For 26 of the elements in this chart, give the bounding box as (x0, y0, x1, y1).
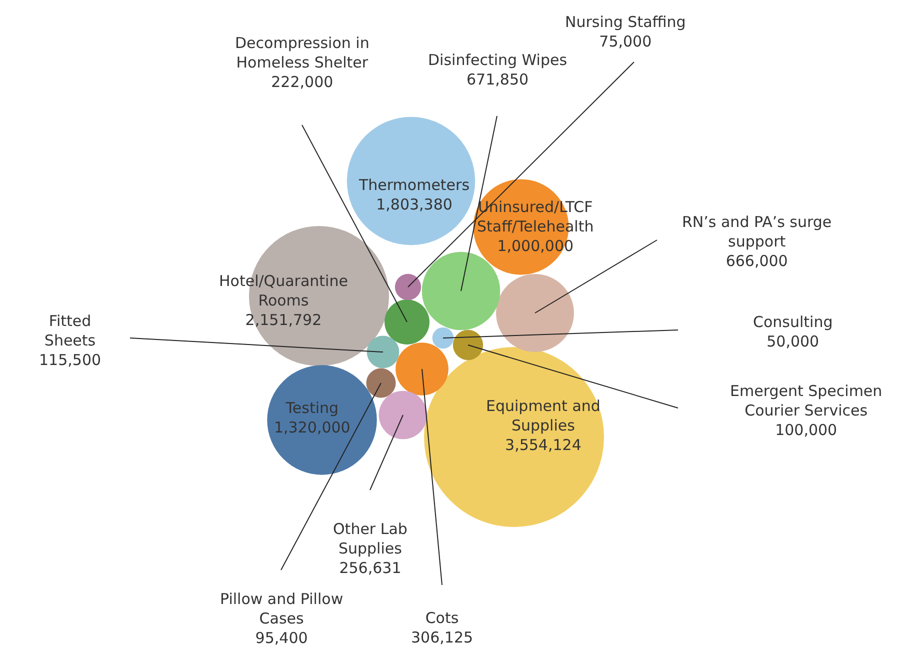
data-label: 222,000 (271, 73, 334, 91)
category-label: Consulting (753, 313, 833, 331)
data-label: 256,631 (339, 559, 402, 577)
category-label: Decompression in Homeless Shelter (235, 34, 370, 72)
data-label: 306,125 (411, 628, 474, 646)
data-label: 1,320,000 (274, 418, 350, 436)
data-label: 75,000 (599, 32, 652, 50)
category-label: Thermometers (358, 176, 470, 194)
data-label: 115,500 (39, 351, 102, 369)
category-label: Other Lab Supplies (333, 520, 408, 558)
category-label: Equipment and Supplies (486, 397, 600, 434)
category-label: Pillow and Pillow Cases (220, 590, 344, 628)
data-label: 95,400 (255, 629, 308, 647)
category-label: RN’s and PA’s surge support (682, 213, 832, 250)
category-label: Nursing Staffing (565, 13, 686, 31)
data-label: 3,554,124 (505, 436, 582, 454)
category-label: Disinfecting Wipes (428, 51, 568, 69)
category-label: Fitted Sheets (44, 312, 96, 350)
data-label: 50,000 (766, 332, 820, 350)
data-label: 666,000 (726, 252, 788, 270)
category-label: Testing (284, 399, 339, 417)
data-label: 671,850 (466, 70, 529, 88)
category-label: Emergent Specimen Courier Services (730, 382, 882, 420)
category-label: Cots (425, 609, 459, 627)
data-label: 1,803,380 (376, 196, 452, 214)
data-label: 100,000 (775, 421, 838, 439)
